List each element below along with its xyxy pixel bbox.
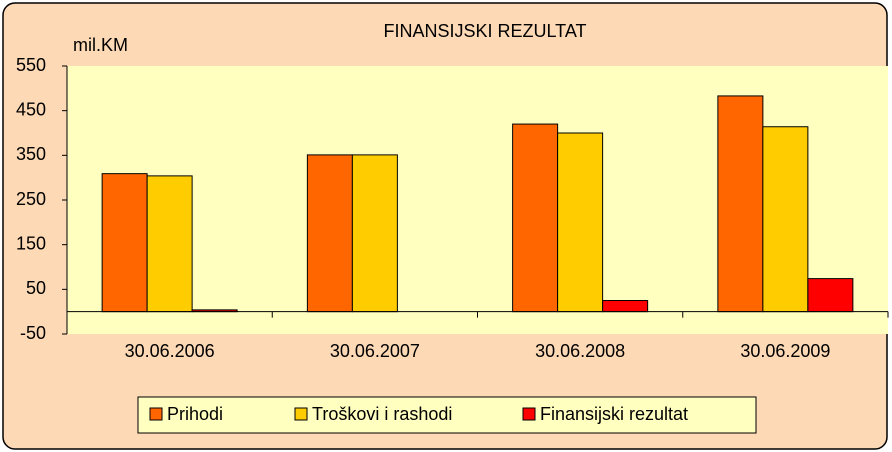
legend-label: Troškovi i rashodi bbox=[312, 404, 452, 424]
bar bbox=[557, 132, 604, 313]
bar bbox=[717, 95, 764, 313]
legend-swatch bbox=[294, 407, 308, 421]
x-tick-label: 30.06.2008 bbox=[535, 341, 625, 361]
chart-title: FINANSIJSKI REZULTAT bbox=[383, 21, 586, 41]
bar bbox=[101, 173, 148, 313]
legend-swatch bbox=[149, 407, 163, 421]
y-tick-label: 250 bbox=[16, 189, 46, 209]
bar bbox=[351, 154, 398, 313]
y-tick-label: -50 bbox=[20, 323, 46, 343]
legend-box bbox=[137, 396, 757, 434]
legend-swatch bbox=[522, 407, 536, 421]
bar bbox=[306, 154, 353, 313]
bar bbox=[807, 278, 854, 313]
y-tick-label: 550 bbox=[16, 55, 46, 75]
x-tick-label: 30.06.2006 bbox=[125, 341, 215, 361]
y-tick-label: 350 bbox=[16, 144, 46, 164]
y-tick-label: 150 bbox=[16, 233, 46, 253]
bar bbox=[146, 175, 193, 313]
bar bbox=[762, 126, 809, 313]
x-tick-label: 30.06.2009 bbox=[740, 341, 830, 361]
bar bbox=[512, 123, 559, 313]
bar bbox=[602, 300, 649, 313]
legend-label: Prihodi bbox=[167, 404, 223, 424]
legend-label: Finansijski rezultat bbox=[540, 404, 688, 424]
y-tick-label: 50 bbox=[26, 278, 46, 298]
x-tick-label: 30.06.2007 bbox=[330, 341, 420, 361]
y-tick-label: 450 bbox=[16, 99, 46, 119]
y-axis-label: mil.KM bbox=[73, 35, 128, 55]
